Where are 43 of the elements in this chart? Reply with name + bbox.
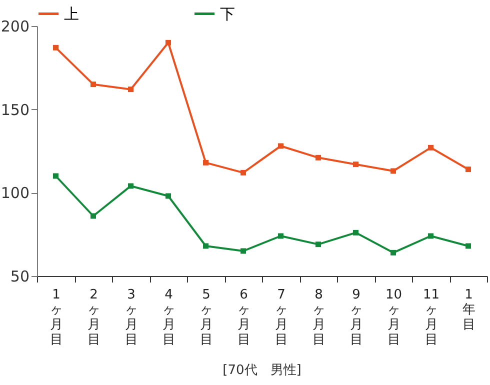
- point: [390, 250, 396, 256]
- x-tick-label: 1ヶ月目: [50, 288, 63, 348]
- x-tick-label: 8ヶ月目: [312, 288, 326, 348]
- point: [316, 154, 321, 160]
- x-tick-label: 2ヶ月目: [87, 288, 100, 348]
- point: [278, 233, 284, 239]
- point: [90, 82, 96, 88]
- point: [240, 248, 246, 254]
- y-tick-label: 200: [0, 18, 30, 36]
- y-tick-label: 50: [10, 268, 30, 286]
- point: [466, 243, 471, 249]
- point: [428, 233, 434, 239]
- point: [203, 243, 208, 249]
- point: [240, 170, 246, 176]
- x-tick-label: 9ヶ月目: [350, 288, 363, 348]
- point: [390, 168, 396, 174]
- legend-label: 下: [220, 4, 235, 23]
- point: [203, 160, 208, 166]
- text: [70代 男性]: [222, 363, 302, 378]
- point: [53, 44, 58, 50]
- point: [278, 143, 284, 149]
- point: [353, 230, 358, 236]
- point: [128, 86, 134, 92]
- y-tick-label: 100: [0, 184, 30, 202]
- legend-label: 上: [64, 4, 79, 23]
- point: [53, 173, 58, 179]
- x-tick-label: 1年目: [462, 288, 476, 332]
- point: [428, 144, 434, 150]
- x-tick-label: 5ヶ月目: [200, 288, 213, 348]
- y-tick-label: 150: [0, 100, 30, 119]
- x-tick-label: 6ヶ月目: [237, 288, 250, 348]
- point: [166, 193, 171, 199]
- point: [166, 40, 171, 46]
- point: [466, 166, 471, 172]
- x-tick-label: 7ヶ月目: [274, 288, 288, 348]
- point: [316, 242, 321, 248]
- point: [353, 162, 358, 168]
- x-tick-label: 11ヶ月目: [422, 288, 440, 348]
- x-tick-label: 3ヶ月目: [124, 288, 138, 348]
- x-tick-label: 10ヶ月目: [385, 288, 402, 348]
- point: [90, 213, 96, 219]
- point: [128, 183, 134, 189]
- x-tick-label: 4ヶ月目: [162, 288, 176, 348]
